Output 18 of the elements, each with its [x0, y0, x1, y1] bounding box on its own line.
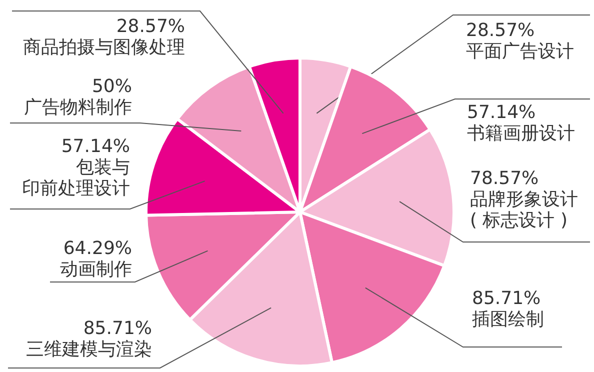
slice-label: 三维建模与渲染 — [26, 339, 152, 360]
data-label: 57.14% — [61, 136, 130, 157]
data-label: 28.57% — [116, 16, 185, 37]
data-label: 64.29% — [63, 238, 132, 259]
slice-label: 动画制作 — [60, 259, 132, 280]
data-label: 28.57% — [466, 20, 535, 41]
data-label: 50% — [92, 76, 132, 97]
slice-label: 商品拍摄与图像处理 — [23, 37, 185, 58]
slice-label: 包装与印前处理设计 — [22, 157, 130, 199]
slice-label: 插图绘制 — [472, 309, 544, 330]
data-label: 85.71% — [83, 318, 152, 339]
data-label: 57.14% — [467, 102, 536, 123]
slice-label: 平面广告设计 — [466, 41, 574, 62]
data-label: 78.57% — [470, 168, 539, 189]
slice-label: 品牌形象设计 ( 标志设计 ) — [470, 189, 578, 231]
data-label: 85.71% — [472, 288, 541, 309]
slice-label: 书籍画册设计 — [467, 123, 575, 144]
slice-label: 广告物料制作 — [24, 97, 132, 118]
